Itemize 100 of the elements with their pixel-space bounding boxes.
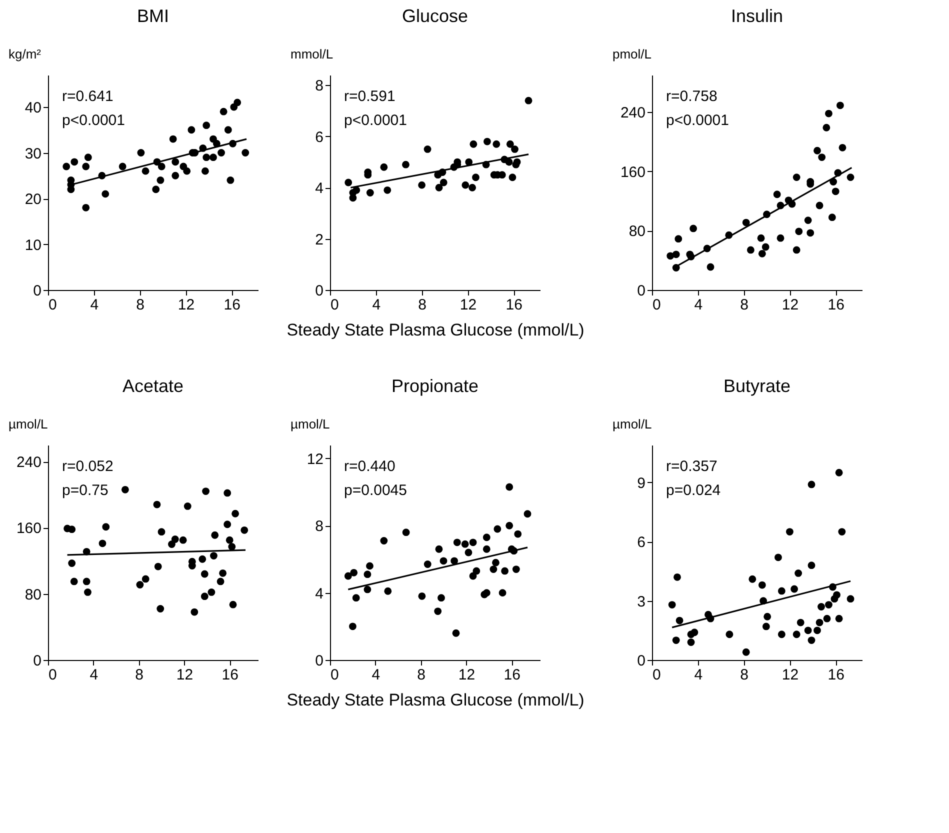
y-tick-label: 4: [315, 585, 324, 602]
x-tick-label: 4: [372, 296, 381, 314]
point: [742, 218, 750, 226]
point: [172, 158, 180, 166]
point: [202, 122, 210, 130]
annotation: p=0.024: [666, 482, 721, 499]
point: [350, 568, 358, 576]
point: [208, 588, 216, 596]
x-tick-label: 16: [828, 296, 844, 314]
point: [137, 149, 145, 156]
point: [62, 162, 70, 170]
point: [835, 614, 843, 622]
point: [506, 483, 514, 491]
point: [82, 578, 90, 586]
point: [676, 616, 684, 624]
point: [384, 186, 392, 194]
point: [808, 562, 816, 570]
point: [226, 536, 234, 544]
point: [472, 567, 480, 575]
annotation: r=0.641: [62, 88, 114, 105]
point: [494, 525, 502, 533]
point: [846, 595, 854, 603]
point: [511, 146, 518, 153]
y-tick-label: 240: [620, 104, 646, 122]
point: [513, 158, 521, 166]
point: [773, 190, 781, 198]
point: [764, 612, 772, 620]
point: [814, 146, 821, 154]
point: [814, 626, 821, 634]
point: [153, 500, 161, 508]
point: [808, 636, 816, 644]
point: [453, 538, 461, 546]
x-tick-label: 0: [652, 296, 661, 314]
point: [226, 176, 234, 184]
point: [366, 562, 374, 570]
point: [818, 603, 825, 610]
point: [490, 566, 498, 573]
point: [402, 528, 410, 536]
x-tick-label: 12: [458, 666, 476, 684]
point: [818, 154, 826, 161]
point: [158, 528, 166, 536]
x-tick-label: 0: [48, 296, 57, 314]
point: [232, 510, 240, 518]
y-tick-label: 2: [315, 231, 324, 248]
y-tick-label: 20: [24, 191, 42, 208]
chart-title: Butyrate: [723, 376, 791, 396]
x-tick-label: 12: [176, 666, 194, 684]
x-tick-label: 0: [48, 666, 57, 684]
point: [506, 522, 514, 530]
point: [484, 138, 491, 146]
annotation: r=0.758: [666, 88, 718, 105]
y-axis-title: mmol/L: [290, 46, 334, 62]
point: [202, 488, 210, 496]
point: [674, 235, 682, 243]
point: [514, 530, 522, 538]
y-tick-label: 6: [637, 534, 646, 552]
x-tick-label: 12: [782, 296, 799, 314]
y-axis-title: µmol/L: [8, 416, 48, 432]
point: [188, 126, 196, 134]
point: [792, 246, 800, 254]
x-tick-label: 12: [178, 296, 195, 314]
point: [216, 578, 224, 586]
point: [348, 622, 356, 630]
point: [501, 567, 509, 575]
y-tick-label: 160: [16, 520, 42, 538]
point: [524, 96, 532, 104]
y-tick-label: 0: [315, 282, 324, 300]
point: [804, 216, 812, 224]
annotation: r=0.591: [344, 88, 396, 105]
point: [200, 592, 208, 600]
point: [171, 536, 179, 543]
y-axis-title: kg/m²: [8, 46, 42, 62]
y-tick-label: 0: [33, 282, 42, 300]
point: [505, 158, 513, 166]
y-tick-label: 0: [637, 282, 646, 300]
point: [82, 204, 90, 212]
point: [832, 188, 840, 196]
point: [158, 162, 166, 170]
point: [142, 575, 150, 583]
y-tick-label: 0: [637, 652, 646, 670]
point: [672, 250, 680, 258]
point: [816, 202, 824, 210]
x-axis-title: Steady State Plasma Glucose (mmol/L): [286, 690, 584, 710]
y-tick-label: 80: [628, 223, 646, 240]
point: [424, 560, 432, 568]
annotation: r=0.052: [62, 458, 114, 475]
point: [82, 162, 90, 170]
point: [424, 146, 432, 153]
y-axis-title: µmol/L: [290, 416, 330, 432]
point: [224, 489, 232, 497]
annotation: p=0.75: [62, 482, 108, 499]
annotation: r=0.440: [344, 458, 396, 475]
point: [364, 570, 372, 578]
point: [234, 98, 242, 106]
y-tick-label: 240: [16, 454, 42, 472]
point: [833, 591, 840, 599]
x-tick-label: 0: [652, 666, 661, 684]
point: [242, 149, 250, 156]
point: [384, 587, 392, 595]
point: [822, 124, 830, 132]
